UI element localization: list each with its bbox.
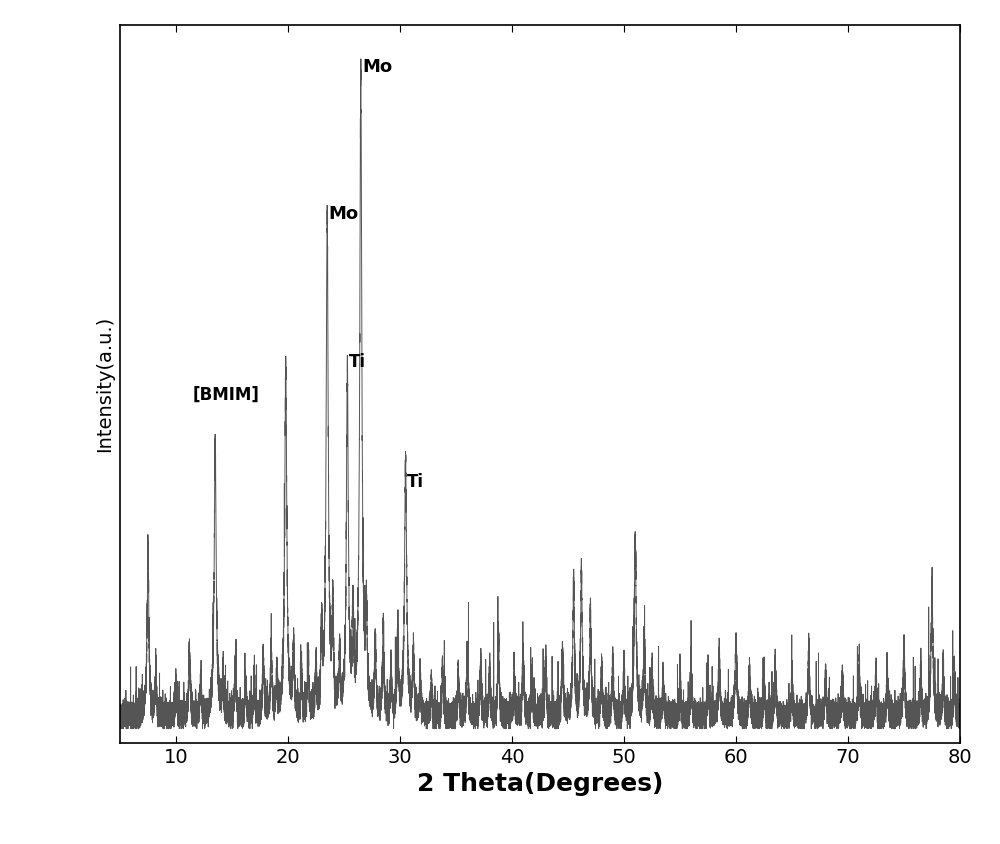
Y-axis label: Intensity(a.u.): Intensity(a.u.) — [95, 316, 114, 452]
Text: Ti: Ti — [407, 473, 424, 491]
Text: [BMIM]: [BMIM] — [193, 387, 260, 404]
Text: Mo: Mo — [328, 205, 358, 223]
Text: Mo: Mo — [362, 57, 392, 76]
Text: Ti: Ti — [348, 353, 365, 371]
X-axis label: 2 Theta(Degrees): 2 Theta(Degrees) — [417, 772, 663, 796]
